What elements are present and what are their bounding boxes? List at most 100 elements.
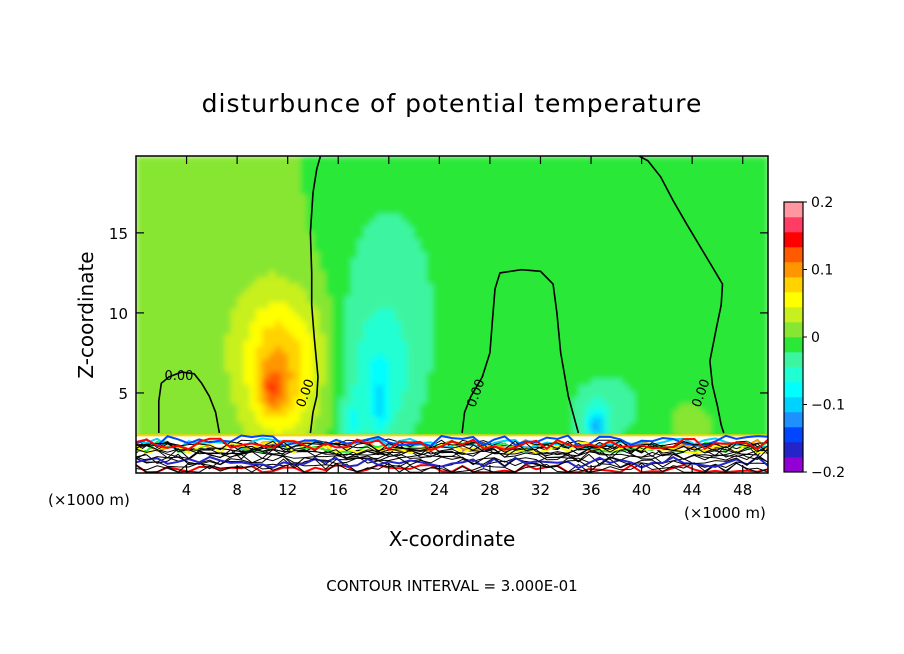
- heatmap-cell: [603, 295, 611, 303]
- heatmap-cell: [275, 415, 282, 423]
- heatmap-cell: [281, 358, 289, 366]
- heatmap-cell: [553, 358, 561, 366]
- heatmap-cell: [515, 282, 523, 290]
- heatmap-cell: [230, 168, 238, 176]
- heatmap-cell: [559, 162, 567, 170]
- heatmap-cell: [142, 358, 150, 366]
- heatmap-cell: [268, 415, 276, 423]
- heatmap-cell: [597, 352, 605, 360]
- heatmap-cell: [515, 327, 523, 335]
- heatmap-cell: [136, 156, 143, 163]
- heatmap-cell: [401, 403, 409, 411]
- heatmap-cell: [306, 333, 314, 341]
- heatmap-cell: [622, 175, 630, 182]
- heatmap-cell: [268, 428, 276, 436]
- heatmap-cell: [363, 213, 371, 220]
- heatmap-cell: [578, 270, 586, 278]
- heatmap-cell: [458, 156, 466, 163]
- heatmap-cell: [723, 327, 731, 335]
- heatmap-cell: [698, 263, 706, 271]
- heatmap-cell: [180, 346, 188, 354]
- heatmap-cell: [338, 181, 346, 189]
- heatmap-cell: [452, 346, 459, 354]
- heatmap-cell: [249, 244, 257, 252]
- heatmap-cell: [395, 339, 403, 347]
- heatmap-cell: [357, 289, 365, 297]
- heatmap-cell: [654, 415, 662, 423]
- heatmap-cell: [452, 396, 459, 404]
- heatmap-cell: [692, 371, 700, 379]
- heatmap-cell: [369, 225, 377, 233]
- heatmap-cell: [167, 187, 175, 195]
- heatmap-cell: [755, 200, 763, 208]
- heatmap-cell: [262, 282, 270, 290]
- heatmap-cell: [350, 428, 358, 436]
- heatmap-cell: [350, 270, 358, 278]
- heatmap-cell: [369, 320, 377, 328]
- heatmap-cell: [445, 232, 453, 240]
- heatmap-cell: [395, 232, 403, 240]
- heatmap-cell: [300, 403, 308, 411]
- heatmap-cell: [249, 232, 257, 240]
- heatmap-cell: [723, 213, 731, 220]
- heatmap-cell: [755, 428, 763, 436]
- heatmap-cell: [224, 308, 232, 316]
- heatmap-cell: [704, 200, 712, 208]
- heatmap-cell: [161, 225, 169, 233]
- heatmap-cell: [654, 257, 662, 265]
- heatmap-cell: [230, 244, 238, 252]
- heatmap-cell: [603, 263, 611, 271]
- heatmap-cell: [647, 270, 655, 278]
- heatmap-cell: [262, 428, 270, 436]
- heatmap-cell: [306, 206, 314, 214]
- heatmap-cell: [749, 390, 756, 398]
- heatmap-cell: [572, 244, 579, 252]
- heatmap-cell: [572, 415, 579, 423]
- heatmap-cell: [452, 390, 459, 398]
- heatmap-cell: [154, 168, 162, 176]
- heatmap-cell: [578, 251, 586, 259]
- heatmap-cell: [306, 187, 314, 195]
- heatmap-cell: [376, 238, 384, 246]
- heatmap-cell: [325, 365, 333, 373]
- heatmap-cell: [268, 187, 276, 195]
- heatmap-cell: [306, 422, 314, 430]
- heatmap-cell: [407, 181, 415, 189]
- heatmap-cell: [730, 219, 737, 227]
- heatmap-cell: [268, 263, 276, 271]
- heatmap-cell: [654, 225, 662, 233]
- heatmap-cell: [616, 156, 624, 163]
- heatmap-cell: [161, 219, 169, 227]
- heatmap-cell: [723, 396, 731, 404]
- heatmap-cell: [300, 371, 308, 379]
- heatmap-cell: [319, 333, 327, 341]
- heatmap-cell: [610, 168, 617, 176]
- heatmap-cell: [268, 289, 276, 297]
- heatmap-cell: [704, 320, 712, 328]
- heatmap-cell: [224, 232, 232, 240]
- heatmap-cell: [312, 162, 320, 170]
- heatmap-cell: [534, 409, 542, 417]
- heatmap-cell: [502, 390, 510, 398]
- heatmap-cell: [224, 301, 232, 309]
- heatmap-cell: [148, 377, 156, 385]
- heatmap-cell: [420, 187, 428, 195]
- heatmap-cell: [205, 289, 213, 297]
- heatmap-cell: [673, 213, 681, 220]
- heatmap-cell: [704, 168, 712, 176]
- heatmap-cell: [180, 371, 188, 379]
- heatmap-cell: [647, 295, 655, 303]
- heatmap-cell: [294, 390, 301, 398]
- heatmap-cell: [711, 371, 719, 379]
- heatmap-cell: [508, 428, 516, 436]
- heatmap-cell: [350, 206, 358, 214]
- heatmap-cell: [698, 200, 706, 208]
- heatmap-cell: [376, 295, 384, 303]
- heatmap-cell: [363, 219, 371, 227]
- heatmap-cell: [755, 295, 763, 303]
- heatmap-cell: [281, 377, 289, 385]
- heatmap-cell: [230, 289, 238, 297]
- heatmap-cell: [603, 352, 611, 360]
- heatmap-cell: [597, 422, 605, 430]
- heatmap-cell: [205, 333, 213, 341]
